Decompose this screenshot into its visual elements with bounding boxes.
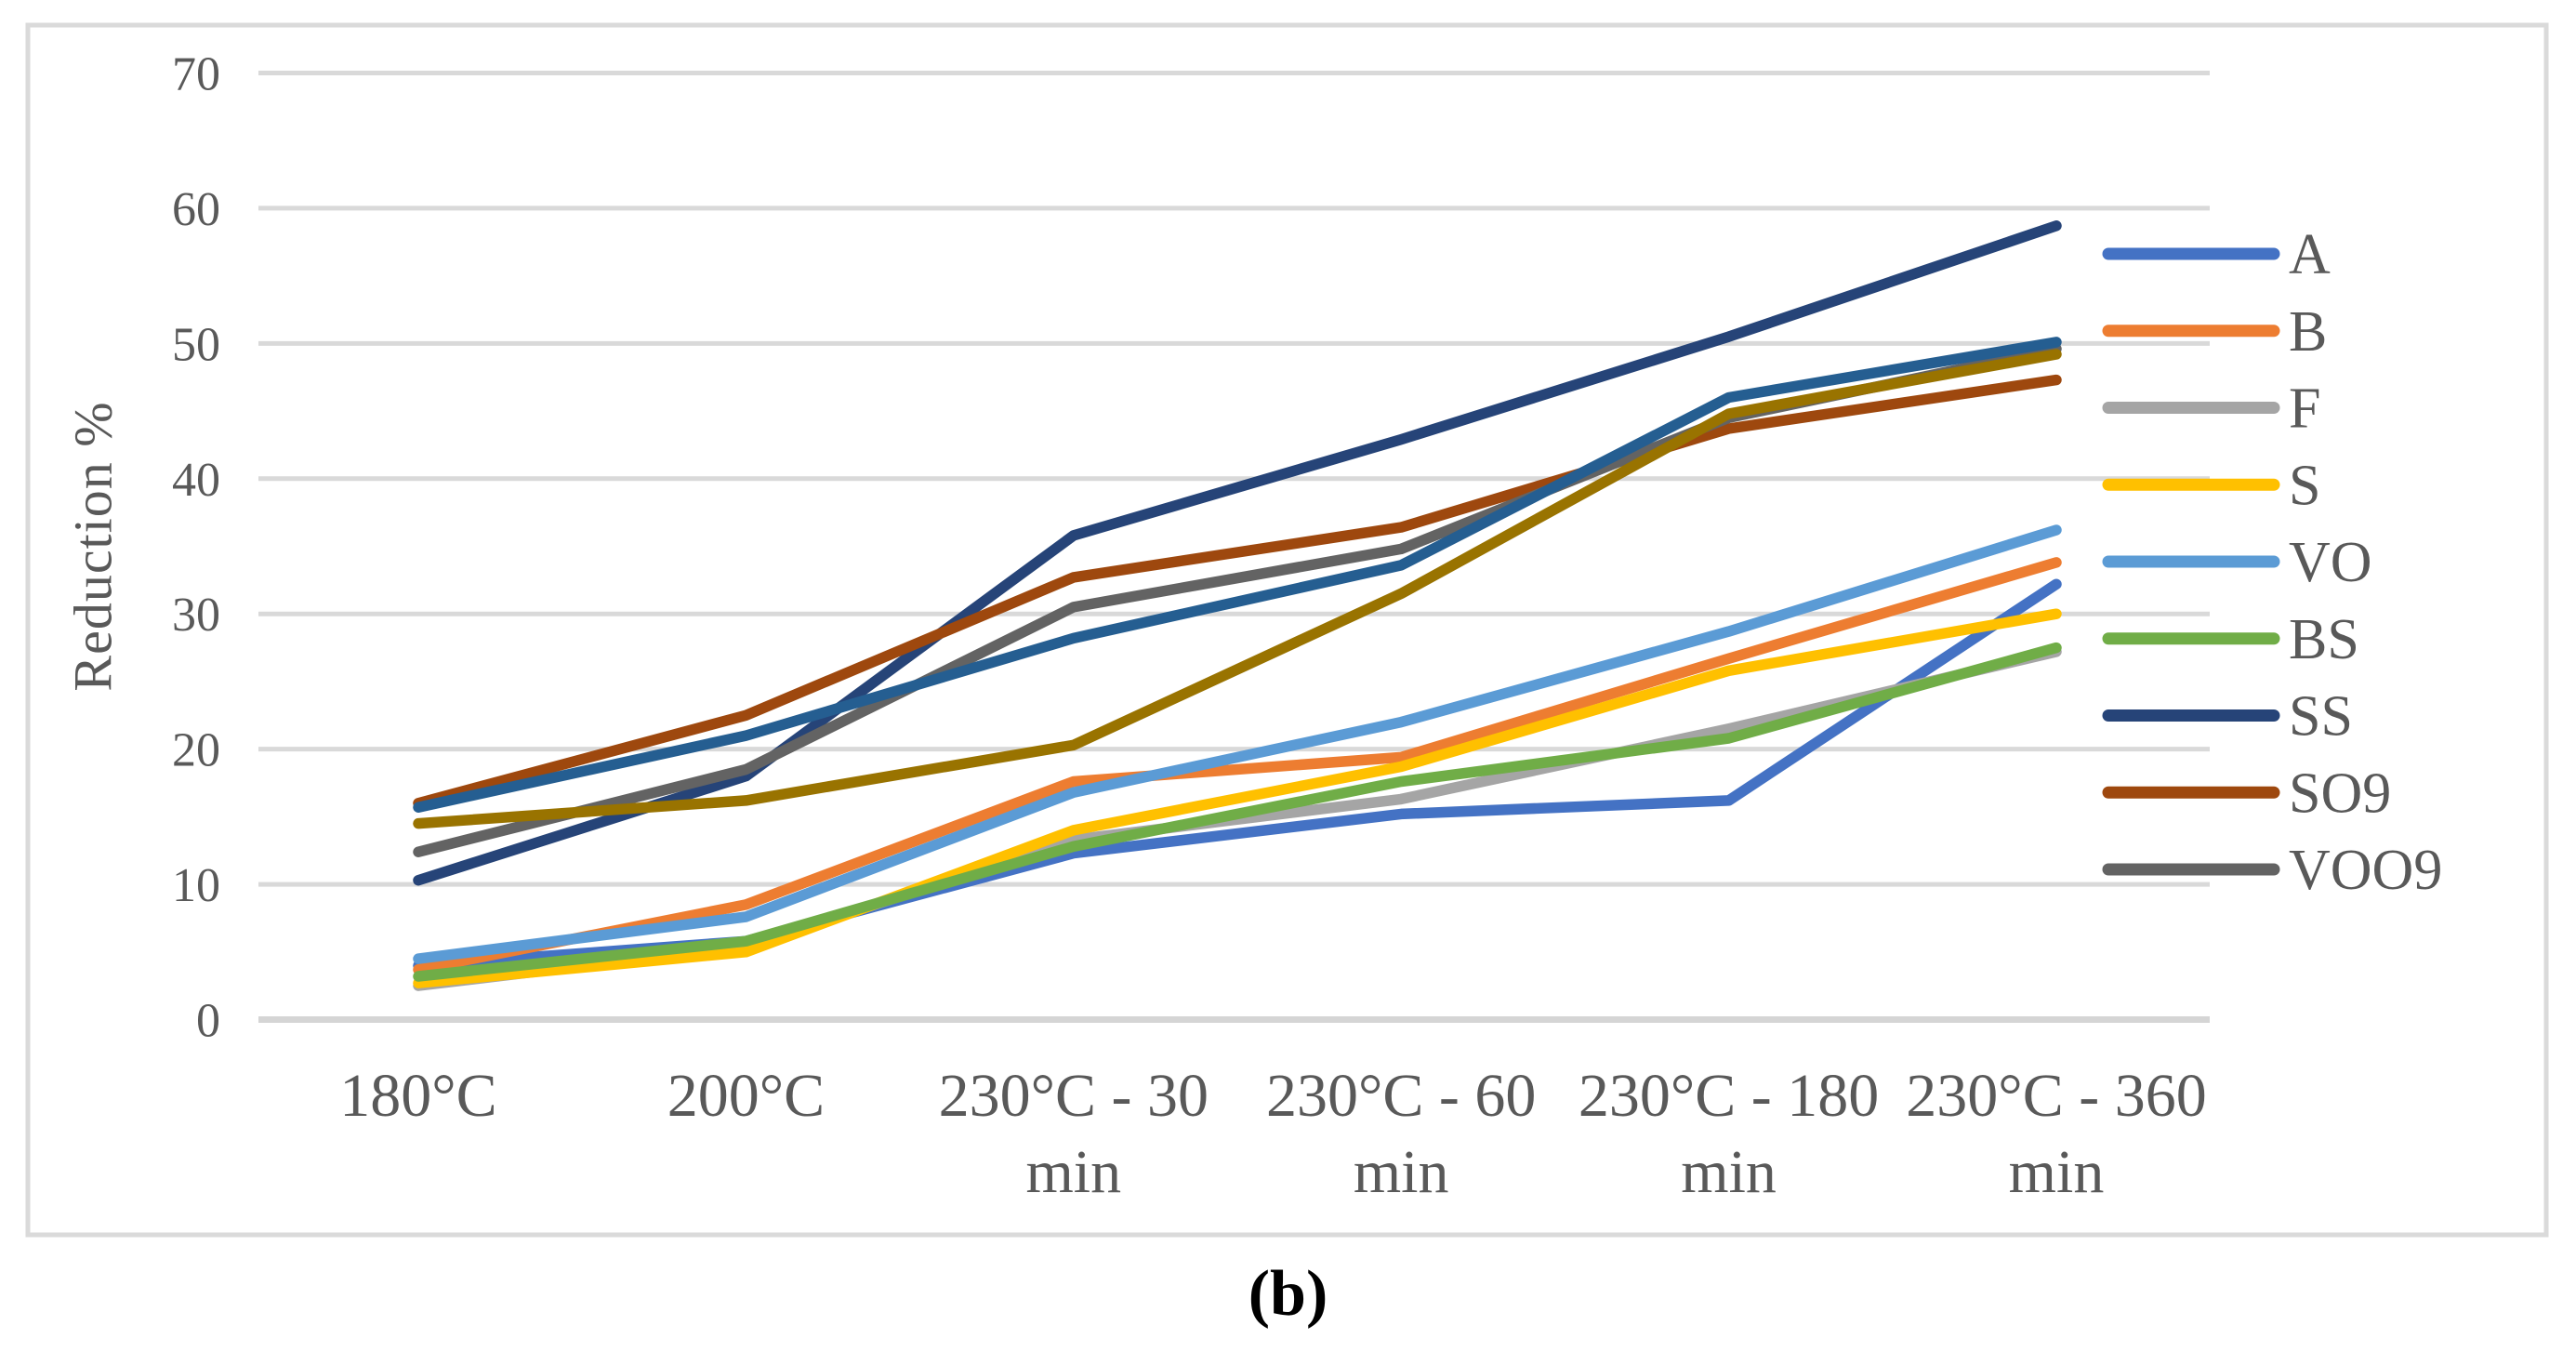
y-tick-label-10: 10: [172, 859, 220, 912]
series-line-S: [413, 608, 2062, 988]
legend-item-BS: BS: [2102, 608, 2359, 671]
y-tick-label-70: 70: [172, 47, 220, 100]
legend-label-VOO9: VOO9: [2289, 839, 2442, 902]
y-tick-label-40: 40: [172, 454, 220, 507]
y-axis-labels: 0 10 20 30 40 50 60 70: [172, 47, 220, 1047]
legend-item-VO: VO: [2102, 531, 2372, 594]
x-category-label-line2: min: [1354, 1138, 1449, 1206]
legend-label-VO: VO: [2289, 531, 2372, 594]
series-line-extra-steel-blue: [413, 337, 2062, 813]
legend-label-S: S: [2289, 454, 2320, 517]
x-category-label-line1: 230°C - 60: [1266, 1062, 1536, 1130]
gridlines: [258, 70, 2210, 1023]
y-tick-label-30: 30: [172, 589, 220, 642]
x-category-label-line1: 230°C - 360: [1906, 1062, 2206, 1130]
x-category-label-line2: min: [2009, 1138, 2105, 1206]
series-line-SS: [413, 220, 2062, 886]
legend-item-F: F: [2102, 378, 2320, 441]
x-category-label-line1: 230°C - 180: [1579, 1062, 1879, 1130]
y-tick-label-60: 60: [172, 183, 220, 236]
series-lines: [413, 220, 2062, 991]
x-category-label: 180°C: [339, 1062, 496, 1130]
legend-label-BS: BS: [2289, 608, 2359, 671]
legend-label-SS: SS: [2289, 685, 2353, 749]
series-line-B: [413, 557, 2062, 975]
y-tick-label-20: 20: [172, 724, 220, 777]
figure-caption: (b): [1248, 1258, 1328, 1330]
series-line-VO: [413, 524, 2062, 964]
legend-item-S: S: [2102, 454, 2320, 517]
legend-item-SO9: SO9: [2102, 762, 2391, 825]
series-line-A: [413, 578, 2062, 972]
series-line-BS: [413, 642, 2062, 982]
legend-item-B: B: [2102, 300, 2327, 364]
x-category-label-line1: 180°C: [339, 1062, 496, 1130]
y-tick-label-50: 50: [172, 318, 220, 371]
legend-label-SO9: SO9: [2289, 762, 2391, 825]
series-line-extra-dark-gold: [413, 349, 2062, 829]
y-axis-title-text: Reduction %: [62, 400, 124, 692]
y-tick-label-0: 0: [196, 995, 220, 1048]
legend-item-SS: SS: [2102, 685, 2353, 749]
chart-frame: [25, 22, 2549, 1238]
x-category-label: 230°C - 180 min: [1579, 1062, 1879, 1206]
x-category-label-line1: 230°C - 30: [939, 1062, 1209, 1130]
legend-label-F: F: [2289, 378, 2320, 441]
legend-label-B: B: [2289, 300, 2327, 364]
x-category-label-line2: min: [1681, 1138, 1777, 1206]
x-category-label-line2: min: [1025, 1138, 1121, 1206]
x-category-label: 230°C - 30 min: [939, 1062, 1209, 1206]
series-line-SO9: [413, 374, 2062, 809]
x-category-label: 230°C - 60 min: [1266, 1062, 1536, 1206]
x-category-label: 230°C - 360 min: [1906, 1062, 2206, 1206]
legend-item-VOO9: VOO9: [2102, 839, 2442, 902]
legend-item-A: A: [2102, 223, 2331, 286]
x-category-label-line1: 200°C: [667, 1062, 825, 1130]
x-category-label: 200°C: [667, 1062, 825, 1130]
legend-label-A: A: [2289, 223, 2331, 286]
